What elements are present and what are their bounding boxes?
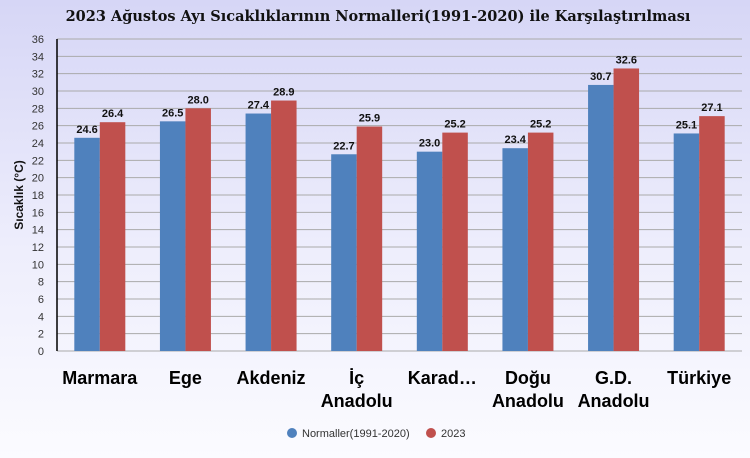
data-label: 30.7	[590, 71, 611, 83]
y-tick-label: 36	[32, 34, 44, 46]
bar-2023	[99, 122, 126, 351]
y-tick-label: 14	[32, 225, 44, 237]
y-tick-label: 28	[32, 103, 44, 115]
legend-marker	[426, 428, 436, 438]
y-tick-label: 8	[38, 277, 44, 289]
y-tick-label: 26	[32, 121, 44, 133]
data-label: 22.7	[333, 140, 354, 152]
bar-normal	[588, 84, 614, 351]
y-tick-label: 22	[32, 155, 44, 167]
x-category-label: Akdeniz	[237, 368, 306, 388]
x-category-label: Doğu	[505, 368, 551, 388]
data-label: 24.6	[76, 124, 97, 136]
x-category-label: Anadolu	[578, 391, 650, 411]
x-category-label: Türkiye	[667, 368, 731, 388]
y-tick-label: 30	[32, 86, 44, 98]
y-tick-label: 2	[38, 329, 44, 341]
y-tick-label: 4	[38, 311, 44, 323]
data-label: 23.0	[419, 138, 440, 150]
bar-normal	[74, 137, 100, 351]
data-label: 28.9	[273, 87, 294, 99]
x-category-label: Anadolu	[492, 391, 564, 411]
x-category-label: İç	[349, 368, 364, 388]
data-label: 27.1	[701, 102, 722, 114]
data-label: 25.2	[530, 119, 551, 131]
bar-normal	[245, 113, 272, 352]
data-label: 27.4	[248, 100, 270, 112]
data-label: 32.6	[616, 54, 637, 66]
bar-2023	[271, 100, 297, 352]
legend-label: 2023	[441, 428, 465, 440]
bar-2023	[442, 132, 468, 351]
data-label: 25.9	[359, 113, 380, 125]
y-tick-label: 34	[32, 51, 44, 63]
bar-2023	[527, 132, 554, 351]
legend-label: Normaller(1991-2020)	[302, 428, 410, 440]
y-tick-label: 18	[32, 190, 44, 202]
y-tick-label: 32	[32, 69, 44, 81]
y-tick-label: 10	[32, 259, 44, 271]
bar-2023	[613, 68, 640, 351]
y-axis-label: Sıcaklık (°C)	[12, 160, 26, 230]
x-category-label: Anadolu	[321, 391, 393, 411]
bar-normal	[331, 154, 357, 351]
data-label: 23.4	[504, 134, 526, 146]
x-category-label: Ege	[169, 368, 202, 388]
y-tick-label: 12	[32, 242, 44, 254]
chart-title: 2023 Ağustos Ayı Sıcaklıklarının Normall…	[66, 8, 691, 25]
y-tick-label: 24	[32, 138, 44, 150]
x-category-label: Karad…	[408, 368, 477, 388]
data-label: 26.5	[162, 107, 183, 119]
y-tick-label: 16	[32, 207, 44, 219]
bar-2023	[699, 116, 725, 351]
x-category-label: Marmara	[62, 368, 138, 388]
x-category-label: G.D.	[595, 368, 632, 388]
data-label: 25.1	[676, 119, 697, 131]
bar-normal	[159, 121, 186, 351]
bar-normal	[673, 133, 700, 351]
data-label: 25.2	[444, 119, 465, 131]
bar-2023	[185, 108, 211, 351]
y-tick-label: 6	[38, 294, 44, 306]
data-label: 26.4	[102, 108, 124, 120]
y-tick-label: 20	[32, 173, 44, 185]
legend-marker	[287, 428, 297, 438]
y-tick-label: 0	[38, 346, 44, 358]
bar-2023	[356, 126, 383, 352]
data-label: 28.0	[187, 94, 208, 106]
bar-normal	[502, 148, 528, 351]
bar-normal	[416, 151, 443, 351]
